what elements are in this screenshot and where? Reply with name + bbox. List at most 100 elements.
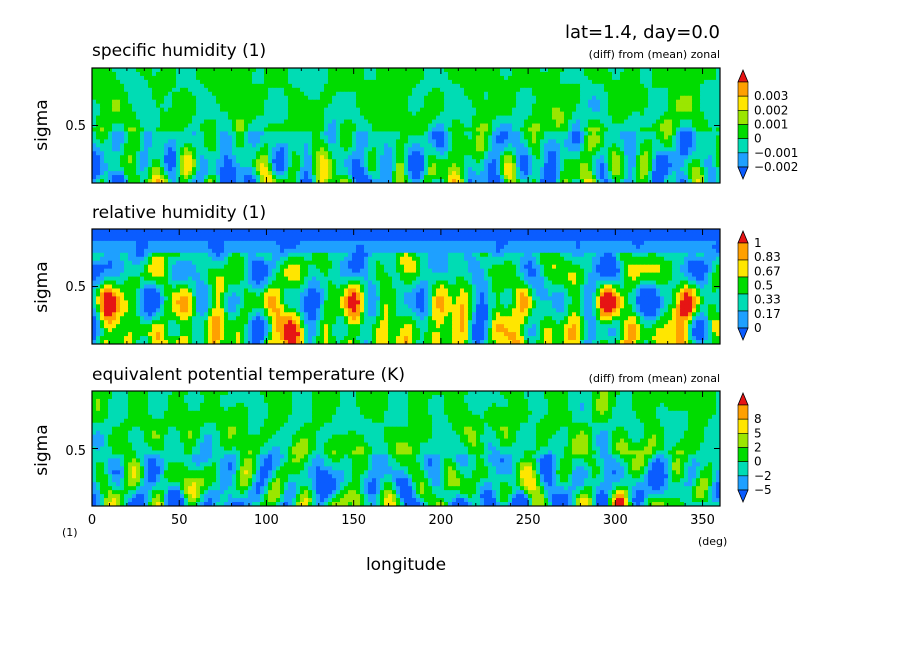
heatmap-cell	[572, 143, 577, 148]
heatmap-cell	[628, 163, 633, 168]
heatmap-cell	[96, 143, 101, 148]
heatmap-cell	[156, 79, 161, 85]
heatmap-cell	[616, 103, 621, 109]
heatmap-cell	[464, 91, 469, 97]
heatmap-cell	[592, 143, 597, 148]
heatmap-cell	[100, 79, 105, 85]
heatmap-cell	[388, 159, 393, 164]
heatmap-cell	[244, 175, 249, 180]
heatmap-cell	[648, 119, 653, 125]
heatmap-cell	[520, 131, 525, 136]
heatmap-cell	[368, 119, 373, 125]
heatmap-cell	[456, 119, 461, 125]
heatmap-cell	[444, 95, 449, 101]
heatmap-cell	[640, 115, 645, 121]
heatmap-cell	[644, 111, 649, 117]
heatmap-cell	[536, 115, 541, 121]
heatmap-cell	[352, 79, 357, 85]
heatmap-cell	[228, 147, 233, 152]
heatmap-cell	[268, 171, 273, 176]
heatmap-cell	[180, 71, 185, 77]
heatmap-cell	[112, 163, 117, 168]
heatmap-cell	[128, 107, 133, 113]
heatmap-cell	[676, 232, 681, 238]
heatmap-cell	[616, 167, 621, 172]
heatmap-cell	[444, 91, 449, 97]
heatmap-cell	[588, 143, 593, 148]
heatmap-cell	[352, 95, 357, 101]
heatmap-cell	[452, 68, 457, 73]
heatmap-cell	[328, 71, 333, 77]
heatmap-cell	[252, 79, 257, 85]
heatmap-cell	[424, 143, 429, 148]
heatmap-cell	[212, 159, 217, 164]
heatmap-cell	[136, 71, 141, 77]
heatmap-cell	[508, 151, 513, 156]
heatmap-cell	[712, 229, 717, 234]
heatmap-cell	[676, 119, 681, 125]
heatmap-cell	[152, 107, 157, 113]
heatmap-cell	[468, 71, 473, 77]
heatmap-cell	[548, 127, 553, 132]
heatmap-cell	[240, 175, 245, 180]
heatmap-cell	[572, 119, 577, 125]
heatmap-cell	[420, 171, 425, 176]
heatmap-cell	[240, 91, 245, 97]
heatmap-cell	[572, 155, 577, 160]
heatmap-cell	[196, 151, 201, 156]
heatmap-cell	[612, 115, 617, 121]
heatmap-cell	[680, 143, 685, 148]
heatmap-cell	[600, 171, 605, 176]
heatmap-cell	[600, 159, 605, 164]
heatmap-cell	[152, 175, 157, 180]
heatmap-cell	[240, 171, 245, 176]
heatmap-cell	[168, 139, 173, 144]
heatmap-cell	[264, 79, 269, 85]
heatmap-cell	[668, 91, 673, 97]
heatmap-cell	[216, 99, 221, 105]
heatmap-cell	[404, 232, 409, 238]
heatmap-cell	[664, 83, 669, 89]
heatmap-cell	[148, 167, 153, 172]
heatmap-cell	[92, 229, 97, 234]
heatmap-cell	[216, 119, 221, 125]
heatmap-cell	[456, 103, 461, 109]
heatmap-cell	[400, 163, 405, 168]
heatmap-cell	[644, 167, 649, 172]
heatmap-cell	[664, 87, 669, 93]
colorbar-extend-max	[737, 68, 749, 83]
heatmap-cell	[92, 87, 97, 93]
heatmap-cell	[452, 95, 457, 101]
heatmap-cell	[304, 119, 309, 125]
heatmap-cell	[716, 87, 721, 93]
heatmap-cell	[108, 171, 113, 176]
heatmap-cell	[544, 163, 549, 168]
heatmap-cell	[108, 103, 113, 109]
heatmap-cell	[604, 163, 609, 168]
heatmap-cell	[120, 155, 125, 160]
heatmap-cell	[388, 99, 393, 105]
heatmap-cell	[632, 163, 637, 168]
heatmap-cell	[444, 167, 449, 172]
heatmap-cell	[564, 159, 569, 164]
heatmap-cell	[392, 79, 397, 85]
heatmap-cell	[344, 175, 349, 180]
heatmap-cell	[156, 71, 161, 77]
heatmap-cell	[392, 147, 397, 152]
heatmap-cell	[256, 79, 261, 85]
heatmap-cell	[508, 83, 513, 89]
heatmap-cell	[172, 135, 177, 140]
heatmap-cell	[536, 135, 541, 140]
heatmap-cell	[540, 71, 545, 77]
heatmap-cell	[536, 79, 541, 85]
heatmap-cell	[168, 68, 173, 73]
heatmap-cell	[636, 147, 641, 152]
heatmap-cell	[172, 71, 177, 77]
heatmap-cell	[468, 151, 473, 156]
heatmap-cell	[104, 111, 109, 117]
heatmap-cell	[200, 229, 205, 234]
heatmap-cell	[280, 171, 285, 176]
heatmap-cell	[488, 83, 493, 89]
heatmap-cell	[144, 119, 149, 125]
heatmap-cell	[124, 139, 129, 144]
